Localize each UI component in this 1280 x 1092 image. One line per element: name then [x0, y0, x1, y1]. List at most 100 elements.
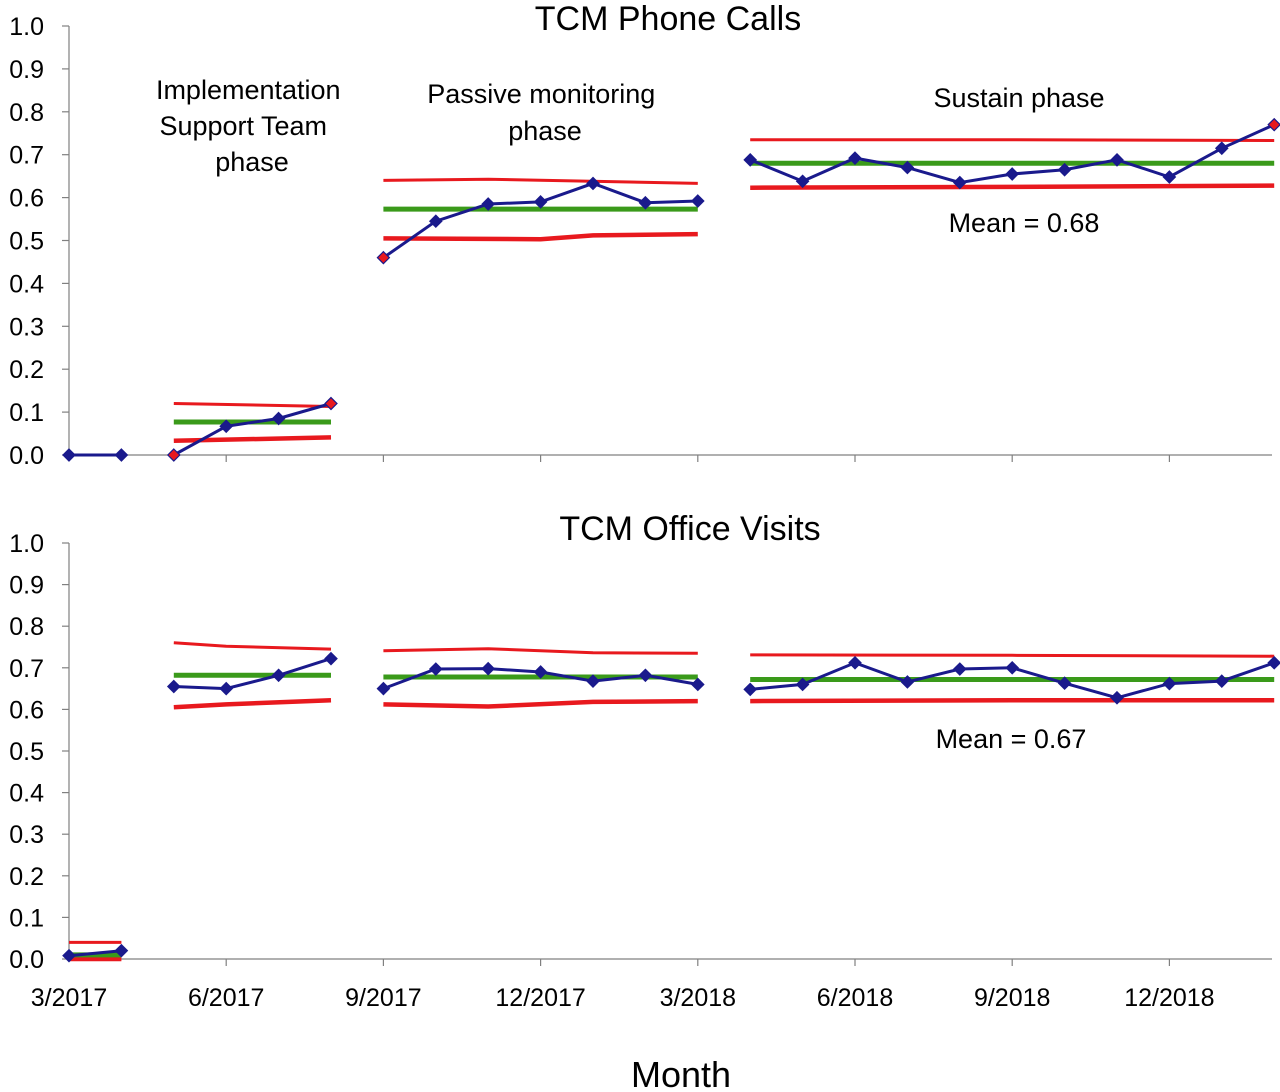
x-tick-label: 6/2017 — [188, 984, 264, 1012]
office-visits-data-point — [848, 655, 862, 670]
office-visits-y-tick-label: 0.5 — [9, 738, 44, 766]
phone-calls-y-tick-label: 0.0 — [9, 442, 44, 470]
phone-calls-data-line — [173, 402, 332, 457]
office-visits-data-point — [376, 681, 391, 696]
implementation-phase-line-1: Implementation — [156, 75, 341, 105]
phone-calls-y-tick-label: 0.9 — [9, 56, 44, 84]
office-visits-data-point — [795, 677, 810, 692]
phone-calls-data-point — [62, 448, 76, 462]
office-visits-data-point — [481, 661, 496, 676]
office-visits-data-point — [324, 651, 338, 666]
phone-calls-data-point — [1005, 167, 1020, 181]
office-visits-series — [62, 641, 1280, 963]
phone-calls-lower-control-limit — [383, 231, 698, 242]
office-visits-axes: 0.0 0.1 0.2 0.3 0.4 0.5 0.6 0.7 0.8 0.9 1.0 — [9, 530, 1272, 974]
office-visits-data-point — [900, 675, 915, 689]
office-visits-upper-control-limit — [383, 647, 698, 655]
x-axis-label: Month — [631, 1054, 731, 1092]
office-visits-data-point — [638, 668, 653, 683]
phone-calls-special-cause-point — [376, 250, 391, 265]
office-visits-panel: TCM Office Visits Mean = 0.67 0.00.10.20… — [9, 510, 1280, 1012]
x-tick-label: 12/2018 — [1124, 984, 1214, 1012]
phone-calls-data-point — [114, 448, 129, 462]
office-visits-y-tick-label: 0.8 — [9, 613, 44, 641]
phone-calls-y-tick-label: 0.8 — [9, 99, 44, 127]
x-tick-label: 12/2017 — [495, 984, 585, 1012]
phone-calls-y-tick-label: 0.3 — [9, 313, 44, 341]
office-visits-data-point — [743, 682, 758, 697]
phone-calls-mean-label: Mean = 0.68 — [949, 208, 1100, 238]
phone-calls-y-tick-label: 0.7 — [9, 142, 44, 170]
phone-calls-upper-control-limit — [750, 138, 1275, 142]
phone-calls-data-point — [1162, 170, 1177, 184]
office-visits-data-point — [690, 677, 705, 692]
phone-calls-special-cause-point — [324, 396, 338, 411]
office-visits-y-tick-label: 0.9 — [9, 572, 44, 600]
phone-calls-data-point — [481, 197, 496, 211]
phone-calls-y-tick-label: 1.0 — [9, 13, 44, 41]
office-visits-data-point — [166, 679, 181, 694]
office-visits-y-tick-label: 1.0 — [9, 530, 44, 558]
phone-calls-data-point — [952, 175, 967, 190]
implementation-phase-line-3: phase — [215, 147, 289, 177]
office-visits-data-point — [1162, 676, 1177, 691]
phone-calls-lower-control-limit — [750, 183, 1275, 190]
phone-calls-data-point — [428, 214, 443, 229]
phone-calls-lower-control-limit — [173, 435, 332, 444]
phone-calls-upper-control-limit — [173, 402, 332, 408]
phone-calls-data-point — [219, 419, 234, 434]
office-visits-y-tick-label: 0.1 — [9, 904, 44, 932]
office-visits-data-point — [1214, 674, 1229, 688]
office-visits-upper-control-limit — [173, 641, 332, 651]
implementation-phase-line-2: Support Team — [159, 111, 327, 141]
office-visits-y-tick-label: 0.7 — [9, 655, 44, 683]
office-visits-data-point — [533, 665, 548, 679]
office-visits-data-point — [271, 668, 286, 683]
office-visits-data-point — [428, 662, 443, 676]
x-tick-label: 9/2017 — [345, 984, 421, 1012]
office-visits-mean-label: Mean = 0.67 — [936, 724, 1087, 754]
x-tick-label: 3/2017 — [31, 984, 107, 1012]
phone-calls-data-point — [795, 174, 810, 189]
phone-calls-data-point — [638, 195, 653, 210]
office-visits-upper-control-limit — [750, 653, 1275, 658]
x-tick-label: 6/2018 — [817, 984, 893, 1012]
phone-calls-data-point — [1214, 141, 1229, 156]
phone-calls-y-tick-label: 0.4 — [9, 270, 44, 298]
office-visits-y-tick-label: 0.0 — [9, 946, 44, 974]
phone-calls-y-tick-label: 0.2 — [9, 356, 44, 384]
x-tick-labels: 3/2017 6/2017 9/2017 12/2017 3/2018 6/2018 9/2… — [31, 984, 1215, 1012]
phone-calls-special-cause-point — [166, 448, 181, 462]
passive-phase-line-1: Passive monitoring — [427, 79, 655, 109]
office-visits-lower-control-limit — [173, 697, 332, 710]
office-visits-data-point — [952, 662, 967, 676]
sustain-phase-label: Sustain phase — [933, 83, 1104, 113]
office-visits-y-tick-label: 0.2 — [9, 863, 44, 891]
phone-calls-data-point — [533, 195, 548, 209]
office-visits-lower-control-limit — [750, 697, 1275, 704]
phone-calls-series — [62, 117, 1280, 462]
phone-calls-title: TCM Phone Calls — [535, 0, 801, 38]
office-visits-y-tick-label: 0.4 — [9, 780, 44, 808]
phone-calls-special-cause-point — [1267, 117, 1280, 132]
office-visits-lower-control-limit — [383, 698, 698, 709]
phone-calls-axes: 0.0 0.1 0.2 0.3 0.4 0.5 0.6 0.7 0.8 0.9 1.0 — [9, 13, 1272, 470]
x-tick-label: 9/2018 — [974, 984, 1050, 1012]
passive-monitoring-phase-label: Passive monitoring phase — [427, 79, 663, 146]
office-visits-data-line — [173, 657, 332, 691]
office-visits-data-point — [1057, 676, 1072, 691]
office-visits-data-point — [1005, 660, 1020, 675]
office-visits-data-point — [1267, 655, 1280, 670]
phone-calls-data-point — [848, 151, 862, 165]
phone-calls-data-point — [586, 176, 600, 191]
phone-calls-data-point — [271, 411, 286, 426]
office-visits-data-line — [68, 949, 122, 958]
phone-calls-y-tick-label: 0.1 — [9, 399, 44, 427]
office-visits-data-point — [586, 674, 600, 688]
phone-calls-y-tick-label: 0.5 — [9, 228, 44, 256]
phone-calls-upper-control-limit — [383, 177, 698, 185]
office-visits-data-point — [219, 681, 234, 696]
phone-calls-data-point — [1110, 152, 1124, 167]
office-visits-data-point — [62, 948, 76, 963]
